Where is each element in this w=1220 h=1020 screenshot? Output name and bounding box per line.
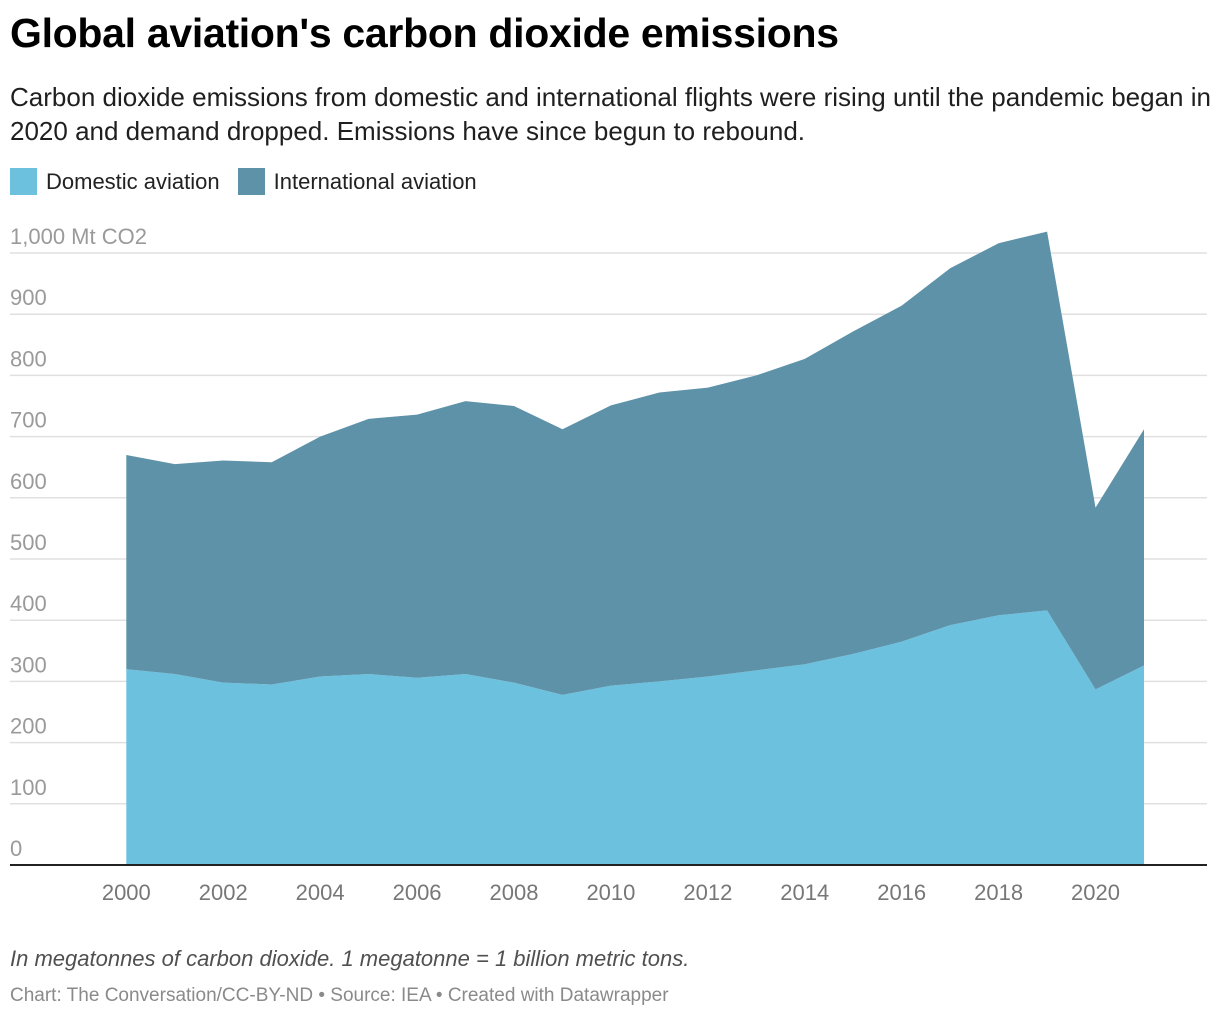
y-tick-label-1000: 1,000 Mt CO2 (10, 224, 147, 249)
area-domestic-aviation (126, 610, 1145, 865)
x-tick-label-2004: 2004 (296, 880, 345, 905)
chart-subtitle: Carbon dioxide emissions from domestic a… (10, 82, 1211, 146)
chart-title: Global aviation's carbon dioxide emissio… (10, 10, 839, 56)
x-tick-label-2012: 2012 (683, 880, 732, 905)
y-tick-label-800: 800 (10, 346, 47, 371)
x-tick-label-2006: 2006 (393, 880, 442, 905)
legend-item-domestic: Domestic aviation (10, 168, 220, 195)
y-tick-label-600: 600 (10, 469, 47, 494)
x-tick-label-2002: 2002 (199, 880, 248, 905)
x-tick-label-2010: 2010 (586, 880, 635, 905)
x-tick-label-2016: 2016 (877, 880, 926, 905)
chart-note: In megatonnes of carbon dioxide. 1 megat… (10, 946, 690, 971)
area-international-aviation (126, 231, 1145, 695)
legend-swatch-international (237, 168, 265, 195)
legend-item-international: International aviation (237, 168, 477, 195)
y-tick-label-0: 0 (10, 836, 22, 861)
y-tick-label-300: 300 (10, 652, 47, 677)
x-tick-label-2018: 2018 (974, 880, 1023, 905)
x-tick-label-2008: 2008 (490, 880, 539, 905)
legend-swatch-domestic (10, 168, 37, 195)
chart-credit: Chart: The Conversation/CC-BY-ND • Sourc… (10, 985, 669, 1006)
legend-label-international: International aviation (273, 168, 477, 194)
x-tick-label-2020: 2020 (1071, 880, 1120, 905)
stacked-area-chart: 0 100 200 300 400 500 600 700 800 900 1,000 Mt CO2… (10, 224, 1207, 905)
legend: Domestic aviation International aviation (10, 168, 495, 195)
y-tick-label-900: 900 (10, 285, 47, 310)
x-tick-label-2000: 2000 (102, 880, 151, 905)
y-tick-label-500: 500 (10, 530, 47, 555)
x-tick-label-2014: 2014 (780, 880, 829, 905)
y-tick-label-700: 700 (10, 408, 47, 433)
y-tick-label-400: 400 (10, 591, 47, 616)
y-tick-label-200: 200 (10, 714, 47, 739)
legend-label-domestic: Domestic aviation (46, 168, 220, 194)
y-tick-label-100: 100 (10, 775, 47, 800)
